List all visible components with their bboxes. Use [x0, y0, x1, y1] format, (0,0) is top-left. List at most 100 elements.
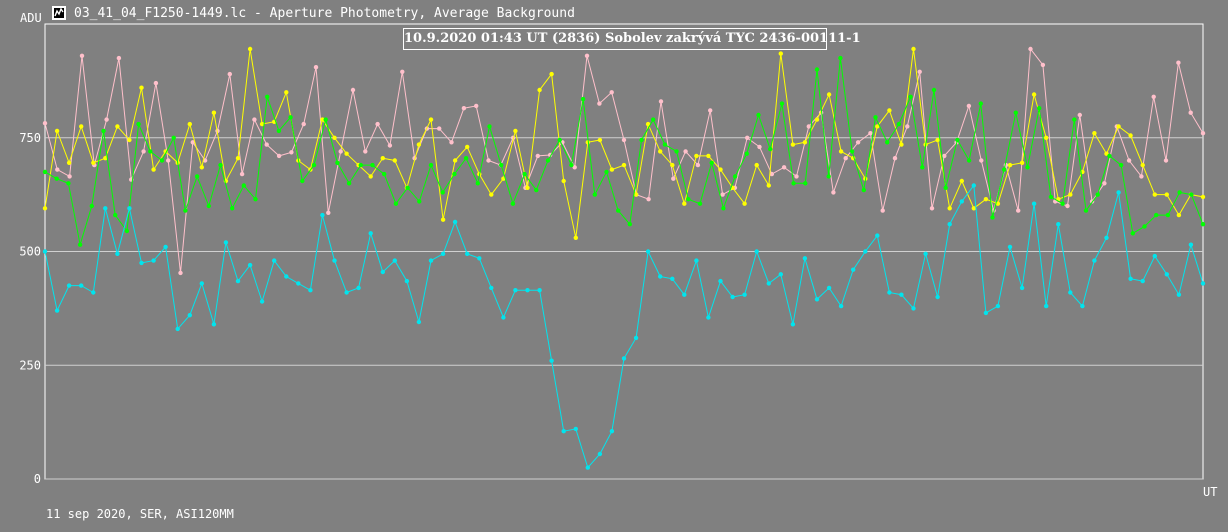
series-point-2 — [545, 158, 551, 163]
series-point-2 — [803, 181, 808, 186]
series-point-3 — [995, 303, 1001, 309]
series-point-0 — [437, 126, 442, 131]
series-point-2 — [66, 181, 71, 186]
series-point-1 — [947, 206, 952, 211]
series-point-2 — [709, 160, 714, 165]
series-point-0 — [868, 131, 873, 136]
series-point-3 — [1031, 201, 1037, 206]
series-point-0 — [905, 124, 910, 129]
series-point-2 — [873, 115, 878, 120]
series-point-0 — [979, 158, 984, 163]
series-point-1 — [452, 158, 458, 163]
series-point-1 — [766, 183, 771, 188]
series-point-2 — [978, 101, 983, 106]
series-point-3 — [923, 251, 928, 256]
series-point-0 — [1151, 94, 1156, 100]
series-point-3 — [730, 294, 735, 300]
series-point-1 — [199, 165, 204, 170]
series-point-0 — [338, 149, 343, 154]
series-point-2 — [1025, 165, 1030, 170]
series-point-1 — [79, 124, 84, 129]
series-point-3 — [959, 199, 964, 204]
series-point-0 — [1139, 174, 1144, 179]
series-point-1 — [1140, 162, 1145, 168]
series-point-3 — [935, 294, 940, 300]
series-point-3 — [513, 288, 518, 293]
series-point-3 — [1007, 244, 1013, 250]
series-point-3 — [863, 249, 868, 254]
series-point-0 — [1200, 131, 1206, 136]
series-point-3 — [1128, 276, 1133, 281]
series-point-3 — [452, 219, 458, 225]
series-point-1 — [694, 153, 699, 159]
series-point-1 — [332, 135, 337, 140]
series-point-3 — [1019, 285, 1025, 291]
series-point-2 — [1142, 224, 1147, 229]
series-point-2 — [639, 137, 644, 143]
title-bar: 03_41_04_F1250-1449.lc - Aperture Photom… — [52, 4, 575, 22]
series-point-3 — [525, 288, 530, 293]
series-point-3 — [1104, 235, 1109, 240]
series-point-1 — [440, 217, 446, 222]
series-line-2 — [44, 58, 1204, 245]
series-point-0 — [831, 190, 836, 195]
series-point-0 — [720, 192, 725, 197]
series-point-1 — [802, 140, 808, 145]
series-point-2 — [861, 187, 866, 193]
series-point-3 — [1152, 253, 1158, 259]
series-point-3 — [658, 274, 663, 279]
y-axis-label: ADU — [20, 11, 42, 25]
series-point-0 — [264, 142, 269, 147]
series-point-2 — [358, 162, 363, 168]
series-point-3 — [308, 288, 313, 293]
series-point-1 — [259, 121, 265, 127]
series-point-3 — [1164, 272, 1170, 277]
series-point-1 — [1092, 131, 1097, 136]
series-point-3 — [1140, 278, 1145, 284]
series-point-0 — [892, 156, 898, 161]
series-point-1 — [284, 90, 289, 95]
series-point-3 — [1188, 242, 1194, 247]
series-point-3 — [380, 269, 385, 275]
series-point-2 — [253, 197, 258, 202]
series-point-0 — [597, 101, 602, 106]
series-point-1 — [549, 71, 554, 77]
series-point-1 — [875, 124, 880, 129]
series-point-0 — [67, 174, 72, 179]
series-point-2 — [89, 203, 95, 209]
series-point-1 — [911, 46, 916, 52]
series-point-2 — [534, 187, 539, 193]
series-point-0 — [671, 176, 676, 181]
series-point-3 — [1044, 303, 1049, 309]
series-point-2 — [300, 178, 305, 184]
series-point-3 — [1092, 258, 1097, 263]
series-point-1 — [103, 156, 108, 161]
series-point-2 — [604, 169, 609, 175]
series-point-1 — [790, 142, 796, 147]
series-point-0 — [1040, 62, 1046, 68]
series-point-0 — [350, 87, 356, 93]
series-point-1 — [525, 185, 530, 190]
series-point-1 — [1200, 194, 1206, 200]
series-point-2 — [920, 165, 925, 170]
series-point-3 — [1176, 292, 1182, 297]
series-point-2 — [288, 115, 293, 120]
series-point-3 — [115, 251, 120, 256]
series-point-3 — [163, 244, 168, 250]
series-point-3 — [284, 274, 289, 279]
series-point-0 — [239, 171, 245, 177]
series-point-1 — [54, 128, 60, 134]
series-point-0 — [745, 135, 750, 140]
series-point-0 — [178, 270, 183, 276]
series-point-0 — [166, 158, 171, 163]
series-point-2 — [943, 185, 948, 190]
series-point-0 — [917, 69, 922, 75]
series-point-1 — [935, 137, 940, 143]
series-point-0 — [400, 69, 405, 75]
series-point-0 — [116, 55, 122, 61]
series-point-3 — [682, 292, 687, 297]
series-point-0 — [141, 149, 146, 154]
series-point-2 — [651, 117, 656, 122]
series-point-0 — [387, 143, 393, 148]
series-point-3 — [247, 262, 253, 268]
